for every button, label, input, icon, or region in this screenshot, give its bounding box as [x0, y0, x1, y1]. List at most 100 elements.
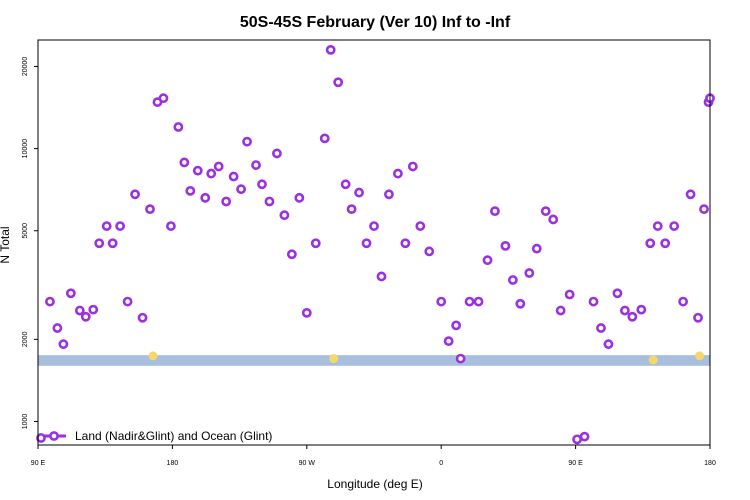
data-point — [588, 296, 599, 307]
data-point — [699, 204, 709, 215]
data-point — [206, 168, 217, 179]
data-point — [603, 339, 614, 350]
data-point — [264, 196, 275, 207]
data-point — [612, 288, 623, 299]
data-point — [464, 296, 475, 307]
data-point — [436, 296, 447, 307]
data-point — [52, 323, 63, 333]
x-tick-label: 0 — [439, 460, 443, 467]
x-axis: 90 E 180 90 W 0 90 E 180 — [31, 445, 716, 467]
data-point — [415, 221, 426, 231]
data-point — [200, 192, 211, 203]
data-point — [145, 204, 155, 215]
data-point — [652, 221, 663, 231]
data-point — [660, 238, 671, 249]
data-point — [257, 179, 267, 190]
data-point — [515, 298, 526, 309]
data-point — [540, 206, 551, 217]
data-point — [310, 238, 321, 249]
x-tick-label: 90 E — [31, 460, 46, 467]
data-point — [354, 187, 364, 198]
data-point — [80, 311, 91, 322]
data-point — [407, 161, 418, 172]
data-point — [482, 255, 493, 266]
data-point — [579, 431, 590, 442]
data-point — [669, 221, 680, 231]
reference-band — [38, 355, 710, 366]
data-point — [158, 93, 169, 104]
data-point — [548, 214, 559, 225]
data-point — [36, 433, 46, 443]
legend-marker — [49, 431, 59, 441]
y-tick-label: 20000 — [22, 57, 29, 77]
chart-title: 50S-45S February (Ver 10) Inf to -Inf — [240, 14, 511, 31]
data-point — [678, 296, 689, 307]
data-point — [107, 238, 118, 249]
x-tick-label: 180 — [167, 460, 179, 467]
x-tick-label: 180 — [704, 460, 716, 467]
data-points-layer — [36, 44, 715, 445]
data-point — [294, 192, 305, 203]
data-point — [369, 221, 379, 231]
data-point — [443, 336, 454, 347]
secondary-data-point — [148, 351, 158, 361]
plot-frame — [37, 39, 711, 446]
data-point — [325, 44, 336, 55]
data-point — [185, 185, 196, 196]
reference-band-layer — [38, 355, 710, 366]
data-point — [94, 238, 105, 249]
data-point — [101, 221, 112, 231]
legend-label: Land (Nadir&Glint) and Ocean (Glint) — [75, 429, 272, 443]
data-point — [58, 339, 69, 350]
data-point — [301, 307, 312, 318]
data-point — [228, 171, 239, 182]
data-point — [236, 184, 246, 195]
data-point — [192, 165, 203, 176]
data-point — [384, 189, 394, 200]
data-point — [500, 240, 511, 251]
data-point — [115, 221, 126, 231]
y-tick-label: 1000 — [22, 414, 29, 430]
data-point — [173, 122, 184, 132]
y-axis: 1000 2000 5000 10000 20000 — [22, 57, 38, 430]
data-point — [333, 77, 344, 88]
data-point — [619, 305, 630, 316]
data-point — [251, 160, 261, 170]
y-tick-label: 5000 — [22, 223, 29, 239]
data-point — [572, 434, 582, 445]
data-point — [564, 289, 575, 300]
data-point — [65, 288, 76, 299]
x-tick-label: 90 W — [299, 460, 316, 467]
data-point — [45, 296, 55, 307]
data-point — [507, 275, 518, 285]
data-point — [361, 238, 372, 249]
data-point — [645, 238, 656, 249]
data-point — [213, 161, 224, 172]
data-point — [693, 312, 703, 323]
data-point — [596, 323, 606, 333]
secondary-data-point — [695, 351, 705, 361]
data-point — [685, 189, 696, 200]
data-point — [279, 210, 290, 221]
data-point — [400, 238, 411, 249]
y-tick-label: 10000 — [22, 139, 29, 159]
secondary-data-point — [648, 355, 658, 365]
data-point — [451, 320, 462, 331]
data-point — [636, 304, 647, 315]
data-point — [130, 189, 140, 200]
data-point — [346, 204, 357, 215]
x-axis-label: Longitude (deg E) — [327, 477, 422, 491]
data-point — [179, 157, 190, 168]
secondary-data-point — [329, 354, 339, 364]
data-point — [627, 311, 638, 322]
data-point — [242, 136, 252, 147]
data-point — [166, 221, 176, 231]
data-point — [455, 353, 466, 364]
data-point — [555, 305, 566, 316]
data-point — [376, 271, 387, 282]
data-point — [74, 305, 85, 316]
data-point — [392, 168, 403, 179]
data-point — [319, 133, 330, 144]
data-point — [531, 243, 542, 254]
